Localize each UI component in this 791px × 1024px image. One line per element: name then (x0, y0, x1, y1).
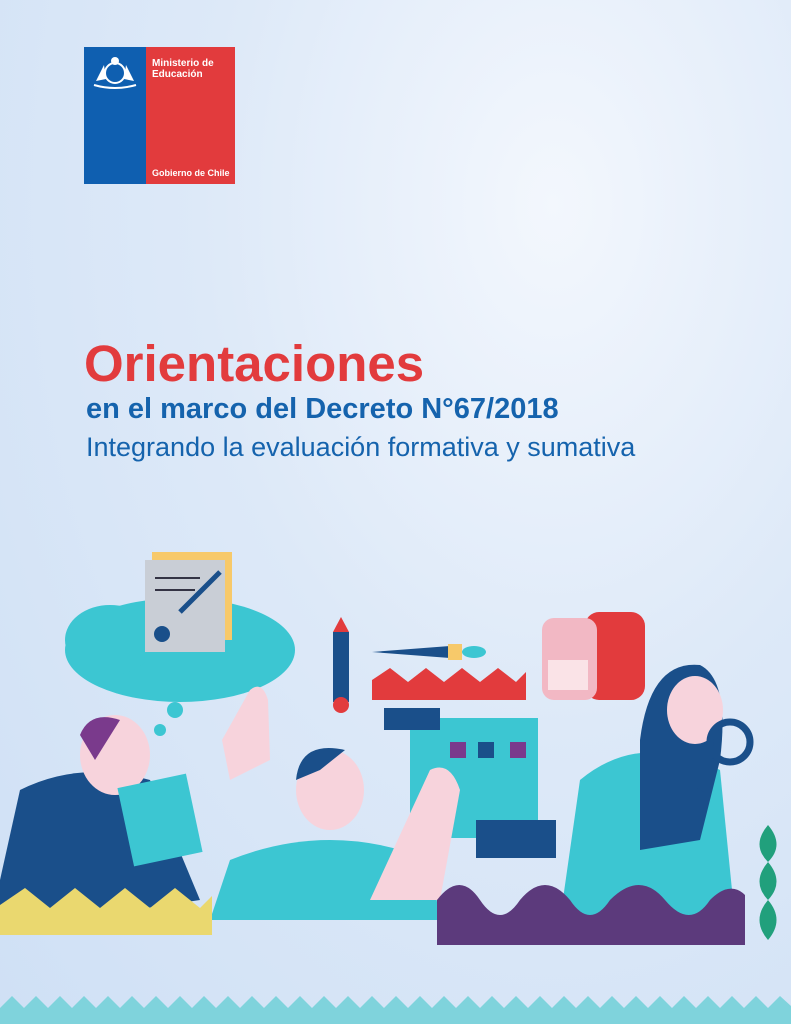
pencil-icon (333, 617, 349, 713)
woman-right (560, 664, 754, 920)
backpack-icon (542, 612, 645, 700)
document-icon (145, 552, 232, 652)
logo-ministry: Ministerio de (152, 58, 214, 69)
logo-education: Educación (152, 69, 203, 80)
boy-center (210, 748, 460, 920)
red-zigzag (372, 668, 526, 700)
logo-blue-panel (84, 47, 146, 184)
paintbrush-icon (372, 644, 486, 660)
ministerio-logo: Ministerio de Educación Gobierno de Chile (84, 47, 235, 184)
logo-government: Gobierno de Chile (152, 168, 230, 178)
man-left (0, 686, 270, 930)
bottom-teal-zigzag (0, 996, 791, 1024)
logo-red-panel: Ministerio de Educación Gobierno de Chile (146, 47, 235, 184)
page-title: Orientaciones (84, 335, 425, 392)
leaf-stack (759, 825, 777, 940)
yellow-zigzag (0, 888, 212, 935)
coat-of-arms-icon (93, 57, 137, 89)
purple-waves (437, 885, 745, 945)
cover-illustration (0, 552, 791, 1024)
tagline: Integrando la evaluación formativa y sum… (86, 432, 636, 462)
subtitle: en el marco del Decreto N°67/2018 (86, 393, 559, 425)
screen-board (384, 708, 556, 858)
